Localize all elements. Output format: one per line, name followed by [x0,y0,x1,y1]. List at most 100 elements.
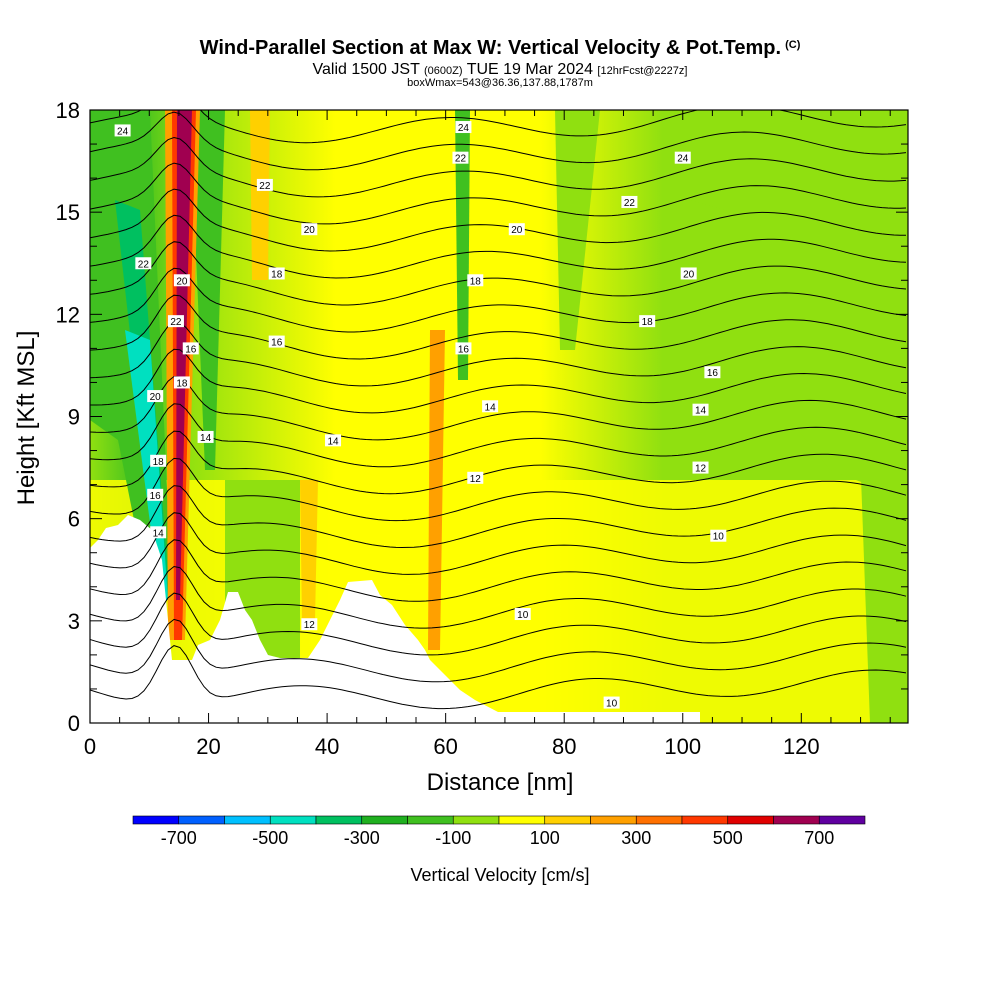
valid-date: TUE 19 Mar 2024 [466,61,593,78]
y-axis-label: Height [Kft MSL] [13,331,40,506]
valid-utc: (0600Z) [424,65,463,77]
y-tick-label: 3 [68,609,80,634]
isentrope-line [90,375,907,441]
contour-label-bg [452,151,469,164]
contour-label-bg [268,335,285,348]
contour-label-bg [603,696,620,709]
contour-label: 12 [695,464,707,475]
isentropes [90,110,907,710]
contour-label: 16 [707,368,719,379]
x-tick-label: 0 [84,734,96,759]
contour-label: 14 [485,402,497,413]
contour-label: 18 [153,457,165,468]
contour-label-bg [150,526,167,539]
isentrope-line [90,618,907,683]
x-tick-labels: 0 20 40 60 80 100 120 [84,734,820,759]
valid-time-line: Valid 1500 JST (0600Z) TUE 19 Mar 2024 [… [0,61,1000,79]
contour-label-bg [692,403,709,416]
colorbar-swatch [132,815,180,825]
contour-label: 14 [695,406,707,417]
colorbar-swatch [818,815,866,825]
contour-label-bg [710,529,727,542]
contour-label-bg [173,274,190,287]
colorbar-swatch [590,815,637,825]
contour-label-bg [325,434,342,447]
isentrope-line [90,457,907,522]
weak-downdraft-4 [850,200,908,723]
y-tick-label: 6 [68,507,80,532]
contour-label: 18 [642,317,654,328]
contour-label: 14 [153,528,165,539]
colorbar-swatch [452,815,500,825]
contour-label: 22 [455,154,467,165]
contour-label-bg [173,376,190,389]
contour-label: 18 [271,269,283,280]
contour-label-bg [167,315,184,328]
contour-label: 10 [713,532,725,543]
valid-prefix: Valid 1500 JST [312,61,420,78]
colorbar-tick-label: -500 [252,828,288,848]
contour-label: 24 [117,126,129,137]
colorbar-swatch [635,815,683,825]
contour-label-bg [150,454,167,467]
x-tick-label: 40 [315,734,339,759]
colorbar-swatch [269,815,317,825]
isentrope-line [90,241,907,306]
weak-downdraft-2 [690,200,780,450]
isentrope-line [90,110,907,144]
y-tick-label: 9 [68,405,80,430]
contour-label: 20 [150,392,162,403]
x-axis-label: Distance [nm] [427,769,574,796]
contour-label: 20 [304,225,316,236]
isentrope-line [90,512,907,575]
isentrope-line [90,267,907,333]
colorbar-tick-label: -300 [344,828,380,848]
contour-label: 22 [170,317,182,328]
colorbar-swatch [178,815,225,825]
y-tick-label: 0 [68,711,80,736]
isentrope-line [90,485,907,549]
contour-label: 16 [458,344,470,355]
contour-label-bg [639,315,656,328]
updraft-streak-4 [428,330,445,650]
y-tick-label: 12 [56,302,80,327]
x-tick-label: 20 [196,734,220,759]
isentrope-line [90,111,907,171]
contour-label: 22 [259,181,271,192]
contour-label-bg [147,488,164,501]
contour-label: 14 [327,436,339,447]
colorbar-tick-label: 700 [804,828,834,848]
colorbar-swatch [498,815,546,825]
contour-label-bg [704,366,721,379]
contour-label-bg [467,274,484,287]
contour-label-bg [680,267,697,280]
box-info: boxWmax=543@36.36,137.88,1787m [407,77,593,89]
isentrope-line [90,321,907,387]
isentrope-line [90,539,907,602]
isentrope-line [90,403,907,468]
y-tick-labels: 0 3 6 9 12 15 18 [56,98,80,736]
contour-label: 18 [470,276,482,287]
contour-label: 24 [677,154,689,165]
contour-label-bg [621,195,638,208]
colorbar-tick-label: 100 [530,828,560,848]
contour-label-bg [482,400,499,413]
colorbar-swatch [224,815,271,825]
x-tick-label: 120 [783,734,820,759]
contour-label: 20 [511,225,523,236]
contour-label-bg [197,430,214,443]
isentrope-line [90,188,907,252]
isentrope-line [90,214,907,279]
contour-label-bg [268,267,285,280]
forecast-info: [12hrFcst@2227z] [597,65,688,77]
colorbar-swatch [773,815,820,825]
colorbar-tick-label: -100 [435,828,471,848]
isentrope-line [90,565,907,629]
contour-label: 16 [271,338,283,349]
copyright-mark: (C) [785,39,801,51]
isentrope-line [90,645,907,710]
contour-label-bg [514,608,531,621]
updraft-core-max [176,110,192,600]
contour-label-bg [674,151,691,164]
x-tick-label: 100 [664,734,701,759]
